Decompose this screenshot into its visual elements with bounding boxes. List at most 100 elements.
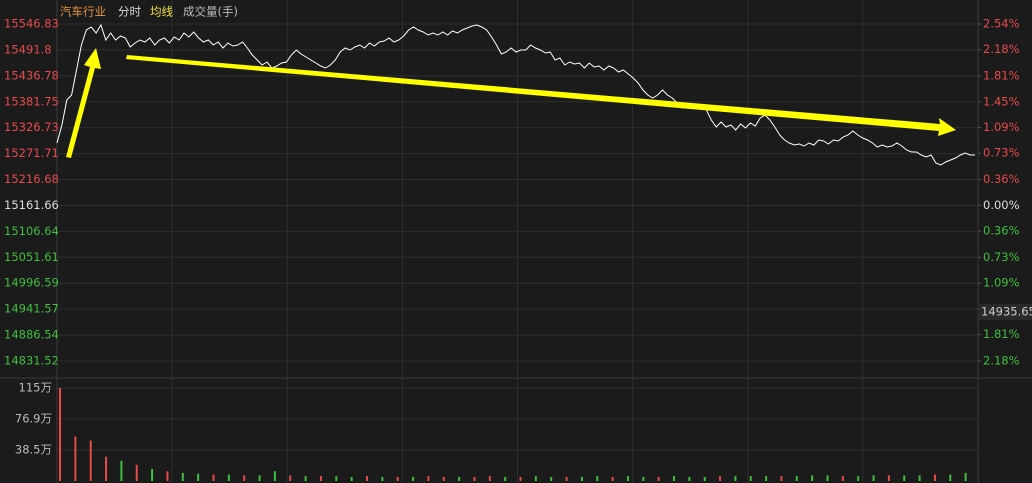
volume-bar	[243, 475, 246, 481]
volume-bar	[918, 475, 921, 481]
y2-tick-label: 2.54%	[983, 17, 1020, 31]
volume-bar	[780, 476, 783, 481]
y2-tick-label: 0.36%	[983, 172, 1020, 186]
volume-bar	[626, 476, 629, 481]
volume-bar	[120, 460, 123, 481]
volume-bar	[642, 476, 645, 481]
volume-bar	[534, 476, 537, 481]
volume-bar	[442, 476, 445, 481]
volume-bar	[473, 476, 476, 481]
volume-bar	[212, 474, 215, 481]
annotation-arrow	[126, 55, 956, 136]
volume-title: 成交量(手)	[183, 5, 238, 19]
volume-bar	[611, 476, 614, 481]
volume-bar	[887, 475, 890, 481]
volume-bar	[319, 476, 322, 481]
volume-bar	[197, 473, 200, 481]
y-tick-label: 15381.75	[4, 94, 59, 108]
price-line	[56, 23, 975, 166]
volume-bar	[657, 476, 660, 481]
y2-tick-label: 0.36%	[983, 224, 1020, 238]
volume-bar	[258, 475, 261, 481]
volume-bar	[964, 472, 967, 481]
volume-bar	[795, 476, 798, 481]
tab[interactable]: 分时	[118, 5, 141, 19]
volume-bar	[949, 474, 952, 481]
y2-tick-label: 0.73%	[983, 146, 1020, 160]
volume-bar	[151, 468, 154, 481]
volume-bar	[289, 475, 292, 481]
price-marker-box	[979, 303, 1032, 320]
chart-title: 汽车行业	[60, 5, 106, 19]
y-tick-label: 14831.52	[4, 354, 59, 368]
y2-tick-label: 1.09%	[983, 120, 1020, 134]
y-tick-label: 15491.8	[4, 42, 52, 56]
volume-bar	[458, 476, 461, 481]
volume-bar	[181, 472, 184, 481]
volume-bar	[335, 476, 338, 481]
volume-bar	[396, 476, 399, 481]
volume-tick-label: 76.9万	[15, 411, 52, 425]
y-tick-label: 15271.71	[4, 146, 59, 160]
volume-bar	[811, 475, 814, 481]
volume-bar	[734, 476, 737, 481]
price-marker: 14935.65	[981, 304, 1032, 318]
y2-tick-label: 1.81%	[983, 69, 1020, 83]
volume-bar	[749, 476, 752, 481]
y2-tick-label: 0.00%	[983, 198, 1020, 212]
volume-bar	[826, 475, 829, 481]
volume-bar	[857, 476, 860, 481]
volume-bar	[227, 474, 230, 481]
y-tick-label: 15216.68	[4, 172, 59, 186]
volume-bar	[59, 388, 61, 481]
volume-bar	[703, 476, 706, 481]
volume-tick-label: 38.5万	[15, 442, 52, 456]
tab[interactable]: 均线	[150, 5, 173, 19]
y-tick-label: 15436.78	[4, 68, 59, 82]
volume-bar	[580, 476, 583, 481]
volume-bar	[166, 471, 169, 481]
volume-bar	[596, 476, 599, 481]
y2-tick-label: 1.45%	[983, 94, 1020, 108]
volume-bar	[550, 476, 553, 481]
volume-bar	[933, 474, 936, 481]
volume-bar	[688, 476, 691, 481]
y2-tick-label: 0.73%	[983, 250, 1020, 264]
volume-bar	[719, 476, 722, 481]
y2-tick-label: 1.81%	[983, 327, 1020, 341]
volume-bar	[105, 456, 108, 481]
volume-bar	[381, 476, 384, 481]
y-tick-label: 15051.61	[4, 250, 59, 264]
volume-bar	[765, 476, 768, 481]
volume-bar	[366, 476, 368, 481]
y-tick-label: 15106.64	[4, 224, 59, 238]
y2-tick-label: 2.18%	[983, 354, 1020, 368]
volume-bar	[273, 471, 276, 481]
volume-bar	[427, 476, 430, 481]
volume-bar	[673, 476, 675, 481]
annotation-arrow	[66, 48, 101, 158]
y-tick-label: 15161.66	[4, 198, 59, 212]
y2-tick-label: 2.18%	[983, 42, 1020, 56]
y-tick-label: 15326.73	[4, 120, 59, 134]
y-tick-label: 14941.57	[4, 302, 59, 316]
volume-bar	[135, 464, 138, 481]
y2-tick-label: 1.09%	[983, 276, 1020, 290]
volume-bar	[872, 475, 875, 481]
volume-bar	[488, 476, 491, 481]
y-tick-label: 15546.83	[4, 17, 59, 31]
y-tick-label: 14886.54	[4, 328, 59, 342]
volume-bar	[519, 476, 522, 481]
volume-bar	[565, 476, 568, 481]
volume-bar	[412, 476, 415, 481]
volume-bar	[903, 475, 906, 481]
volume-bar	[350, 476, 353, 481]
volume-tick-label: 115万	[19, 381, 52, 395]
volume-bar	[841, 476, 844, 481]
y-tick-label: 14996.59	[4, 276, 59, 290]
volume-bar	[89, 440, 92, 481]
volume-bar	[304, 476, 307, 481]
